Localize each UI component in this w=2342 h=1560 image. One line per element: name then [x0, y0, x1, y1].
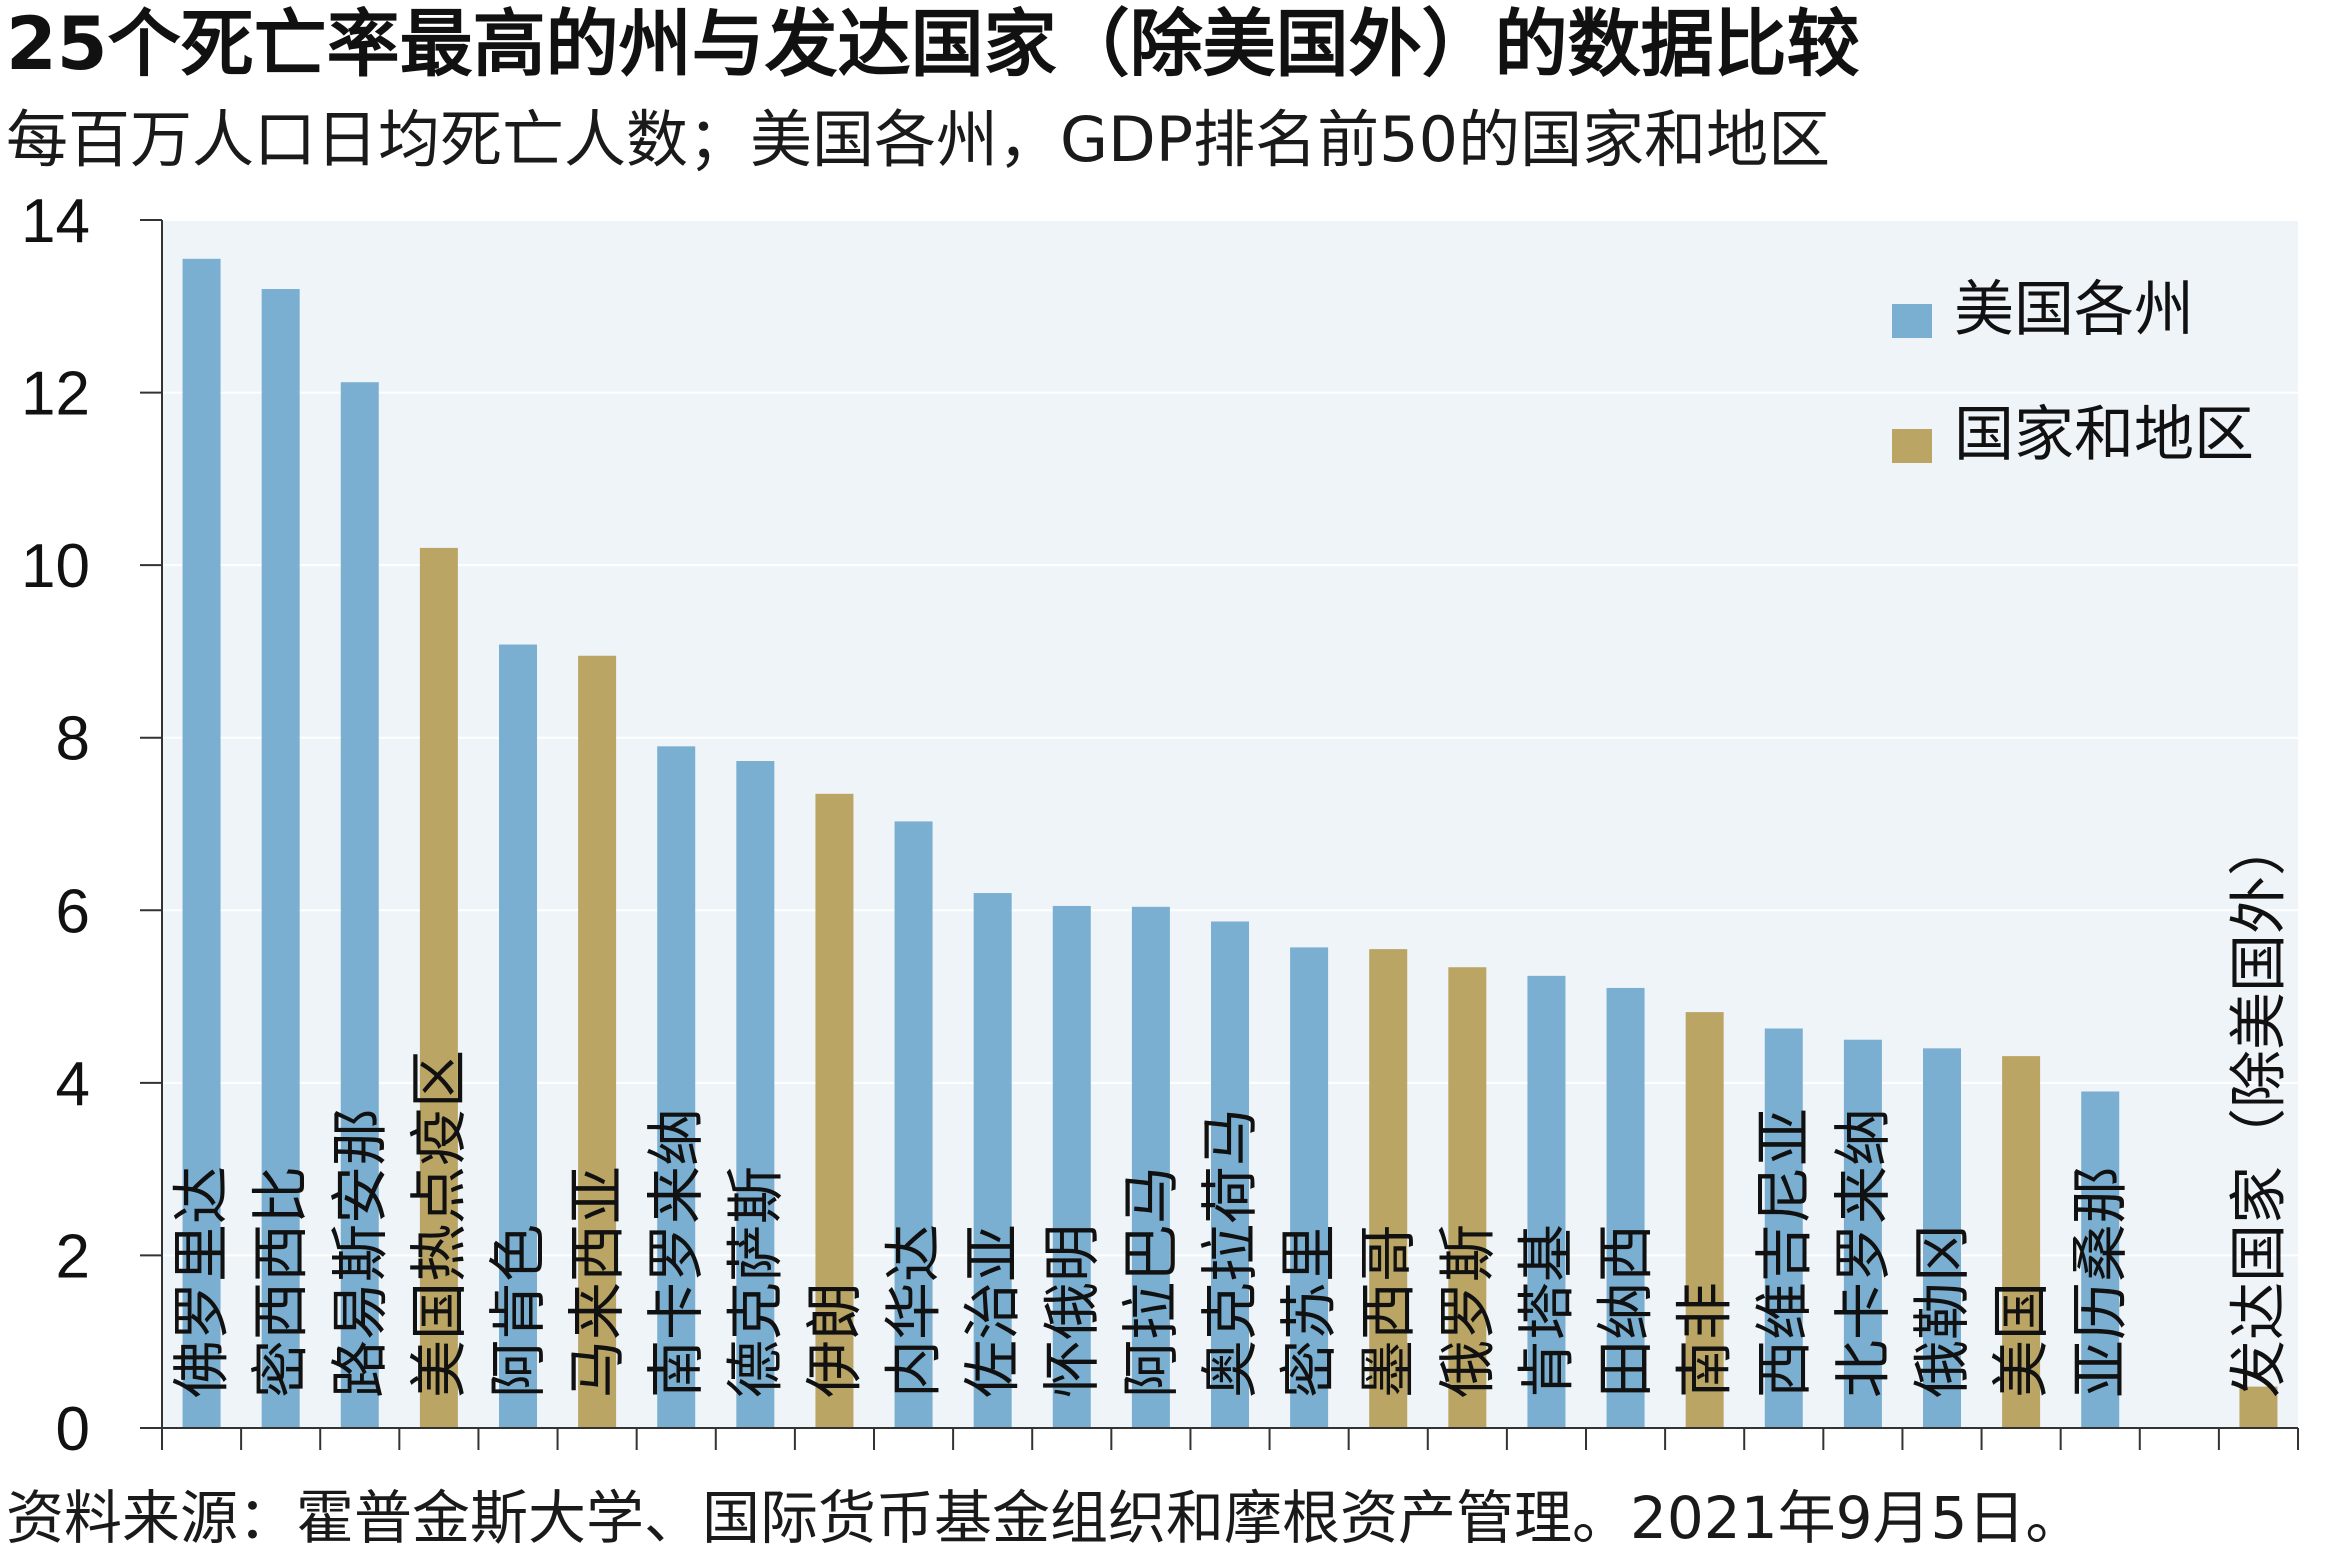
y-tick-label: 12 — [21, 360, 90, 429]
bar — [1923, 1048, 1961, 1428]
y-tick-label: 8 — [56, 705, 90, 774]
bar — [1606, 987, 1645, 1428]
bar — [657, 746, 696, 1428]
bar-label: 阿拉巴马 — [1117, 1166, 1185, 1398]
bar-label: 田纳西 — [1592, 1224, 1660, 1398]
bar-labels: 佛罗里达 密西西比 路易斯安那 美国热点疫区 阿肯色 马来西亚 南卡罗来纳 德克萨斯 伊朗 内华达… — [168, 818, 2293, 1398]
bar — [340, 382, 379, 1428]
y-tick-label: 10 — [21, 532, 90, 601]
bar — [1764, 1028, 1803, 1428]
bar-label: 马来西亚 — [563, 1166, 631, 1398]
bar-label: 德克萨斯 — [721, 1166, 789, 1398]
bar-label: 怀俄明 — [1038, 1224, 1106, 1398]
bar-label: 南卡罗来纳 — [642, 1108, 710, 1398]
bar — [182, 258, 221, 1428]
bar-label: 阿肯色 — [484, 1224, 552, 1398]
bar — [1527, 975, 1566, 1428]
y-axis-ticks: 0 2 4 6 8 10 12 14 — [21, 187, 162, 1464]
legend-swatch — [1892, 304, 1932, 338]
y-tick-label: 14 — [21, 187, 90, 256]
bar — [2239, 1386, 2278, 1428]
bar-label: 奥克拉荷马 — [1196, 1108, 1264, 1398]
bar-label: 佛罗里达 — [168, 1166, 236, 1398]
bar — [1290, 947, 1329, 1428]
bar — [1131, 906, 1170, 1428]
y-tick-label: 2 — [56, 1222, 90, 1291]
legend-label: 美国各州 — [1954, 275, 2194, 345]
y-tick-label: 0 — [56, 1395, 90, 1464]
bar — [2081, 1091, 2120, 1428]
bar — [894, 821, 933, 1428]
bar — [973, 893, 1012, 1428]
legend-label: 国家和地区 — [1954, 400, 2254, 470]
bar — [578, 655, 617, 1428]
bar-label: 西维吉尼亚 — [1750, 1108, 1818, 1398]
axes — [161, 220, 2299, 1450]
y-tick-label: 4 — [56, 1050, 90, 1119]
bars — [182, 258, 2278, 1428]
bar-label: 密西西比 — [247, 1166, 315, 1398]
bar — [1211, 921, 1249, 1428]
bar-label: 北卡罗来纳 — [1829, 1108, 1897, 1398]
bar-label: 美国热点疫区 — [405, 1050, 473, 1398]
bar — [261, 289, 300, 1428]
bar-label: 佐治亚 — [959, 1224, 1027, 1398]
bar-label: 伊朗 — [800, 1282, 868, 1398]
bar-label: 墨西哥 — [1354, 1224, 1422, 1398]
y-tick-label: 6 — [56, 877, 90, 946]
bar — [419, 547, 458, 1428]
chart-subtitle: 每百万人口日均死亡人数；美国各州，GDP排名前50的国家和地区 — [6, 103, 1831, 176]
bar-label: 南非 — [1671, 1282, 1739, 1398]
bar-label: 俄勒冈 — [1908, 1224, 1976, 1398]
bar-label: 俄罗斯 — [1433, 1224, 1501, 1398]
bar — [499, 644, 537, 1428]
bar — [1369, 949, 1408, 1428]
bar-label: 肯塔基 — [1512, 1224, 1580, 1398]
legend-swatch — [1892, 429, 1932, 463]
bar — [1448, 967, 1487, 1428]
source-note: 资料来源：霍普金斯大学、国际货币基金组织和摩根资产管理。2021年9月5日。 — [6, 1484, 2084, 1552]
bar-label: 美国 — [1987, 1282, 2055, 1398]
bar — [736, 761, 775, 1428]
bar-label: 密苏里 — [1275, 1224, 1343, 1398]
bar-label: 亚历桑那 — [2066, 1166, 2134, 1398]
bar — [1685, 1012, 1724, 1428]
chart-title: 25个死亡率最高的州与发达国家（除美国外）的数据比较 — [6, 2, 1860, 87]
bar-label: 内华达 — [880, 1224, 948, 1398]
bar — [2002, 1056, 2041, 1428]
bar-label: 发达国家（除美国外） — [2224, 818, 2292, 1398]
bar — [815, 793, 854, 1428]
bar — [1052, 905, 1091, 1428]
bar — [1843, 1039, 1882, 1428]
bar-label: 路易斯安那 — [326, 1108, 394, 1398]
bar-chart: 佛罗里达 密西西比 路易斯安那 美国热点疫区 阿肯色 马来西亚 南卡罗来纳 德克萨斯 伊朗 内华达… — [21, 187, 2299, 1464]
